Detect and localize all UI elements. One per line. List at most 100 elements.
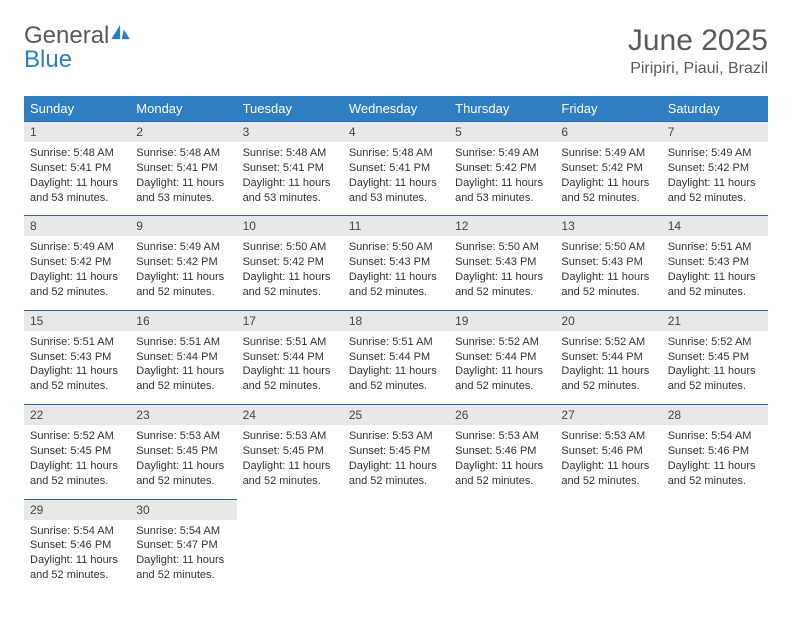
day-number-cell: 23	[130, 405, 236, 426]
daylight-text-line1: Daylight: 11 hours	[30, 553, 124, 568]
sunset-text: Sunset: 5:43 PM	[349, 255, 443, 270]
daylight-text-line2: and 52 minutes.	[668, 379, 762, 394]
day-content-cell: Sunrise: 5:51 AMSunset: 5:44 PMDaylight:…	[343, 331, 449, 405]
daylight-text-line1: Daylight: 11 hours	[243, 459, 337, 474]
day-number-cell: 12	[449, 216, 555, 237]
dow-cell: Thursday	[449, 96, 555, 122]
daynum-row: 2930	[24, 499, 768, 520]
sunset-text: Sunset: 5:42 PM	[561, 161, 655, 176]
day-content-cell: Sunrise: 5:54 AMSunset: 5:47 PMDaylight:…	[130, 520, 236, 593]
day-number-cell: 5	[449, 122, 555, 143]
daylight-text-line1: Daylight: 11 hours	[136, 270, 230, 285]
sunset-text: Sunset: 5:45 PM	[30, 444, 124, 459]
sunrise-text: Sunrise: 5:50 AM	[349, 240, 443, 255]
sunset-text: Sunset: 5:43 PM	[561, 255, 655, 270]
day-content-cell: Sunrise: 5:54 AMSunset: 5:46 PMDaylight:…	[662, 425, 768, 499]
day-content-cell	[449, 520, 555, 593]
daylight-text-line2: and 52 minutes.	[561, 285, 655, 300]
day-content-cell: Sunrise: 5:52 AMSunset: 5:45 PMDaylight:…	[662, 331, 768, 405]
content-row: Sunrise: 5:51 AMSunset: 5:43 PMDaylight:…	[24, 331, 768, 405]
day-number-cell: 29	[24, 499, 130, 520]
day-content-cell: Sunrise: 5:53 AMSunset: 5:45 PMDaylight:…	[237, 425, 343, 499]
dow-cell: Wednesday	[343, 96, 449, 122]
page-header: GeneralBlue June 2025 Piripiri, Piaui, B…	[24, 24, 768, 78]
day-number-cell	[237, 499, 343, 520]
daylight-text-line2: and 52 minutes.	[455, 379, 549, 394]
daylight-text-line1: Daylight: 11 hours	[136, 176, 230, 191]
daylight-text-line2: and 52 minutes.	[668, 191, 762, 206]
dow-cell: Tuesday	[237, 96, 343, 122]
daylight-text-line1: Daylight: 11 hours	[668, 176, 762, 191]
sunset-text: Sunset: 5:43 PM	[668, 255, 762, 270]
day-content-cell: Sunrise: 5:49 AMSunset: 5:42 PMDaylight:…	[449, 142, 555, 216]
day-content-cell: Sunrise: 5:52 AMSunset: 5:44 PMDaylight:…	[555, 331, 661, 405]
sunrise-text: Sunrise: 5:51 AM	[243, 335, 337, 350]
location-subtitle: Piripiri, Piaui, Brazil	[628, 60, 768, 78]
sunrise-text: Sunrise: 5:49 AM	[668, 146, 762, 161]
day-number-cell: 17	[237, 310, 343, 331]
day-number-cell: 18	[343, 310, 449, 331]
day-number-cell: 16	[130, 310, 236, 331]
content-row: Sunrise: 5:54 AMSunset: 5:46 PMDaylight:…	[24, 520, 768, 593]
sunset-text: Sunset: 5:42 PM	[455, 161, 549, 176]
daynum-row: 22232425262728	[24, 405, 768, 426]
day-content-cell: Sunrise: 5:54 AMSunset: 5:46 PMDaylight:…	[24, 520, 130, 593]
daylight-text-line1: Daylight: 11 hours	[561, 270, 655, 285]
daylight-text-line2: and 52 minutes.	[349, 474, 443, 489]
daylight-text-line1: Daylight: 11 hours	[668, 270, 762, 285]
sunrise-text: Sunrise: 5:52 AM	[668, 335, 762, 350]
month-title: June 2025	[628, 24, 768, 58]
day-content-cell: Sunrise: 5:51 AMSunset: 5:44 PMDaylight:…	[130, 331, 236, 405]
day-content-cell: Sunrise: 5:53 AMSunset: 5:46 PMDaylight:…	[449, 425, 555, 499]
content-row: Sunrise: 5:52 AMSunset: 5:45 PMDaylight:…	[24, 425, 768, 499]
day-number-cell: 26	[449, 405, 555, 426]
day-content-cell: Sunrise: 5:52 AMSunset: 5:45 PMDaylight:…	[24, 425, 130, 499]
sunrise-text: Sunrise: 5:54 AM	[30, 524, 124, 539]
daylight-text-line1: Daylight: 11 hours	[30, 270, 124, 285]
content-row: Sunrise: 5:49 AMSunset: 5:42 PMDaylight:…	[24, 236, 768, 310]
day-content-cell: Sunrise: 5:51 AMSunset: 5:44 PMDaylight:…	[237, 331, 343, 405]
day-number-cell: 8	[24, 216, 130, 237]
daylight-text-line1: Daylight: 11 hours	[30, 459, 124, 474]
daylight-text-line2: and 52 minutes.	[136, 379, 230, 394]
sunset-text: Sunset: 5:42 PM	[668, 161, 762, 176]
day-number-cell: 4	[343, 122, 449, 143]
day-number-cell: 10	[237, 216, 343, 237]
day-number-cell: 13	[555, 216, 661, 237]
daylight-text-line2: and 52 minutes.	[243, 474, 337, 489]
daylight-text-line2: and 52 minutes.	[349, 379, 443, 394]
sunrise-text: Sunrise: 5:53 AM	[349, 429, 443, 444]
daylight-text-line2: and 52 minutes.	[30, 285, 124, 300]
day-number-cell: 11	[343, 216, 449, 237]
daylight-text-line1: Daylight: 11 hours	[561, 459, 655, 474]
day-content-cell	[662, 520, 768, 593]
daylight-text-line2: and 52 minutes.	[136, 568, 230, 583]
daylight-text-line2: and 52 minutes.	[668, 474, 762, 489]
day-content-cell: Sunrise: 5:48 AMSunset: 5:41 PMDaylight:…	[237, 142, 343, 216]
sunset-text: Sunset: 5:41 PM	[136, 161, 230, 176]
sunset-text: Sunset: 5:44 PM	[561, 350, 655, 365]
sunset-text: Sunset: 5:46 PM	[30, 538, 124, 553]
daylight-text-line2: and 53 minutes.	[30, 191, 124, 206]
daylight-text-line1: Daylight: 11 hours	[668, 459, 762, 474]
sunrise-text: Sunrise: 5:51 AM	[136, 335, 230, 350]
daylight-text-line2: and 52 minutes.	[455, 285, 549, 300]
daylight-text-line2: and 53 minutes.	[455, 191, 549, 206]
day-number-cell: 21	[662, 310, 768, 331]
daylight-text-line1: Daylight: 11 hours	[349, 459, 443, 474]
day-number-cell: 3	[237, 122, 343, 143]
daylight-text-line2: and 53 minutes.	[136, 191, 230, 206]
day-number-cell: 2	[130, 122, 236, 143]
daylight-text-line1: Daylight: 11 hours	[243, 364, 337, 379]
daylight-text-line1: Daylight: 11 hours	[243, 270, 337, 285]
daylight-text-line2: and 52 minutes.	[668, 285, 762, 300]
day-number-cell: 1	[24, 122, 130, 143]
sunrise-text: Sunrise: 5:50 AM	[243, 240, 337, 255]
sunset-text: Sunset: 5:46 PM	[668, 444, 762, 459]
day-content-cell: Sunrise: 5:48 AMSunset: 5:41 PMDaylight:…	[24, 142, 130, 216]
title-block: June 2025 Piripiri, Piaui, Brazil	[628, 24, 768, 78]
sunrise-text: Sunrise: 5:48 AM	[30, 146, 124, 161]
day-number-cell: 28	[662, 405, 768, 426]
sunset-text: Sunset: 5:42 PM	[30, 255, 124, 270]
dow-cell: Monday	[130, 96, 236, 122]
